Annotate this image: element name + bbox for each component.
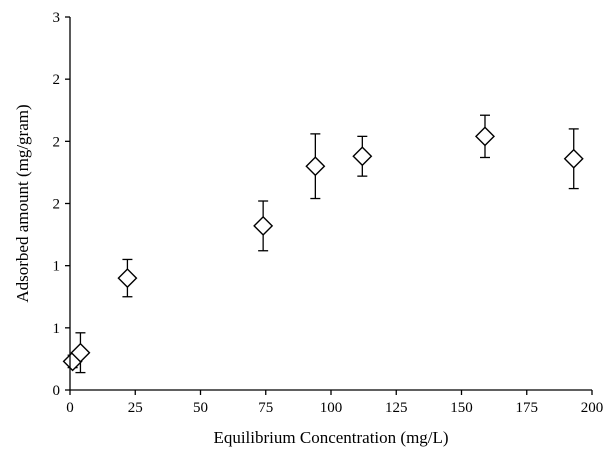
x-axis-title: Equilibrium Concentration (mg/L): [213, 428, 448, 447]
data-point: [70, 332, 91, 374]
data-point: [352, 135, 373, 177]
data-point: [253, 200, 274, 252]
diamond-marker: [117, 268, 138, 289]
axes: 0 25 50 75 100 125 150 175 200 0 1 1 2 2 2 3: [53, 10, 604, 416]
plot-area: [62, 114, 584, 374]
y-tick-label: 1: [53, 321, 61, 337]
y-tick-label: 2: [53, 197, 61, 213]
y-tick-label: 2: [53, 134, 61, 150]
x-tick-label: 100: [320, 400, 343, 416]
x-tick-label: 150: [450, 400, 473, 416]
x-tick-label: 175: [516, 400, 539, 416]
diamond-marker: [352, 146, 373, 167]
x-tick-label: 75: [258, 400, 273, 416]
x-tick-label: 50: [193, 400, 208, 416]
x-tick-label: 0: [66, 400, 74, 416]
diamond-marker: [305, 156, 326, 177]
data-point: [563, 128, 584, 190]
y-tick-label: 1: [53, 259, 61, 275]
x-tick-label: 125: [385, 400, 408, 416]
data-point: [117, 258, 138, 298]
diamond-marker: [563, 148, 584, 169]
diamond-marker: [475, 126, 495, 147]
diamond-marker: [70, 342, 91, 363]
data-point: [475, 114, 495, 159]
y-tick-label: 2: [53, 72, 61, 88]
data-point: [305, 133, 326, 200]
x-tick-label: 200: [581, 400, 604, 416]
y-tick-label: 0: [53, 383, 61, 399]
x-tick-label: 25: [128, 400, 143, 416]
y-tick-label: 3: [53, 10, 61, 26]
diamond-marker: [253, 215, 274, 236]
y-axis-title: Adsorbed amount (mg/gram): [13, 104, 32, 302]
